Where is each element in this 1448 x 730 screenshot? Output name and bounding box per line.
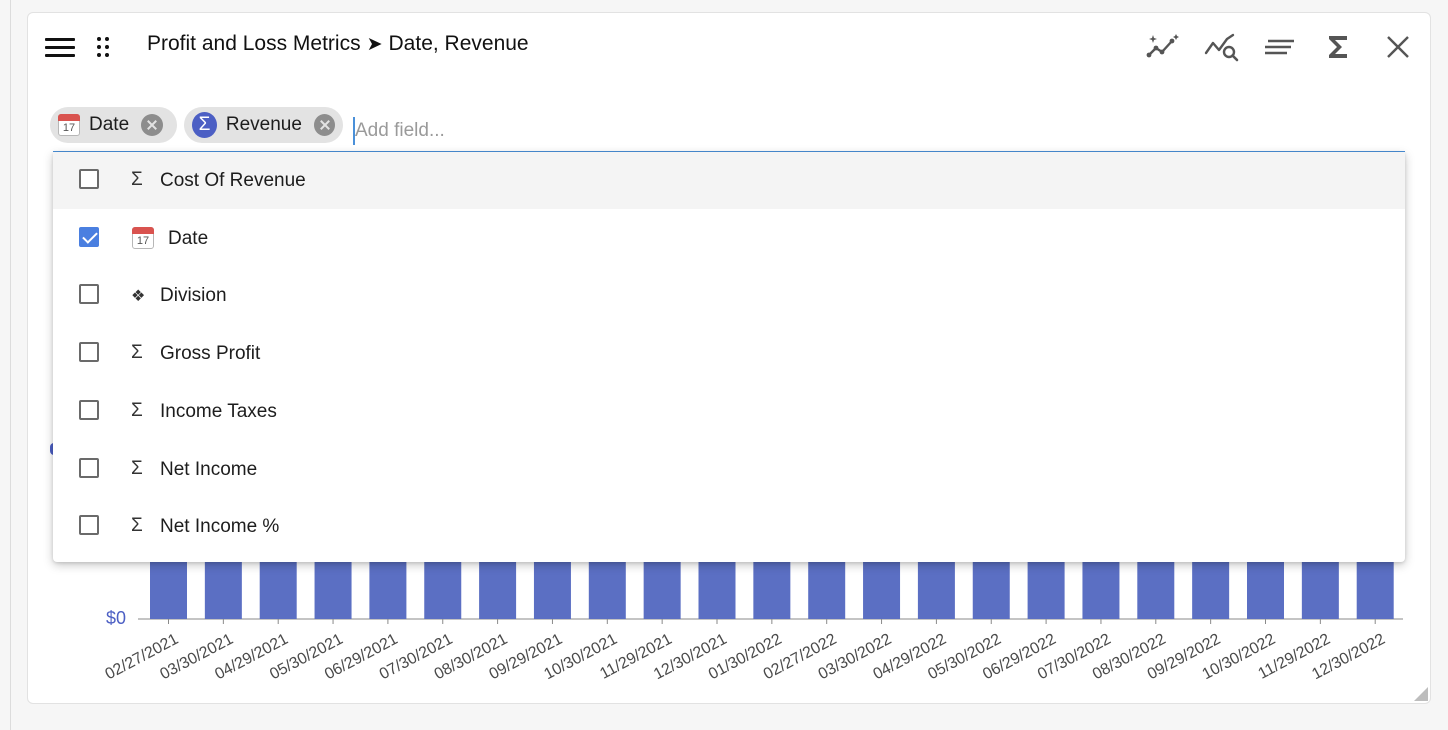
sigma-icon: Σ xyxy=(131,458,143,479)
diamond-icon: ❖ xyxy=(131,288,146,305)
remove-chip-icon[interactable] xyxy=(141,114,164,136)
title-fields: Date, Revenue xyxy=(388,32,529,55)
option-label: Date xyxy=(168,228,209,249)
option-checkbox[interactable] xyxy=(79,284,99,304)
dropdown-option[interactable]: Σ Net Income xyxy=(53,441,1405,498)
chip-revenue[interactable]: Σ Revenue xyxy=(184,107,343,143)
menu-icon[interactable] xyxy=(45,38,75,58)
option-label: Net Income % xyxy=(160,516,280,537)
dropdown-option[interactable]: Σ Cost Of Revenue xyxy=(53,152,1405,209)
text-lines-icon[interactable] xyxy=(1260,31,1300,63)
sigma-icon[interactable] xyxy=(1318,31,1358,63)
dropdown-option[interactable]: ❖ Division xyxy=(53,267,1405,324)
sparkle-trend-icon[interactable] xyxy=(1143,31,1183,63)
drag-handle-icon[interactable] xyxy=(97,37,111,59)
sigma-icon: Σ xyxy=(131,169,143,190)
chip-date[interactable]: 17 Date xyxy=(50,107,177,143)
option-label: Net Income xyxy=(160,459,258,480)
option-checkbox[interactable] xyxy=(79,515,99,535)
remove-chip-icon[interactable] xyxy=(313,114,335,136)
option-label: Division xyxy=(160,285,227,306)
option-label: Gross Profit xyxy=(160,343,261,364)
option-checkbox[interactable] xyxy=(79,342,99,362)
option-label: Income Taxes xyxy=(160,401,277,422)
option-label: Cost Of Revenue xyxy=(160,170,306,191)
dropdown-option[interactable]: 17 Date xyxy=(53,210,1405,267)
dropdown-option[interactable]: Σ Income Taxes xyxy=(53,383,1405,440)
page-left-rule xyxy=(10,0,11,730)
sigma-icon: Σ xyxy=(131,400,143,421)
panel-title: Profit and Loss Metrics ➤ Date, Revenue xyxy=(147,32,529,56)
calendar-icon: 17 xyxy=(58,114,80,136)
y-tick-label: $0 xyxy=(106,608,127,628)
sigma-icon: Σ xyxy=(131,342,143,363)
option-checkbox[interactable] xyxy=(79,227,99,247)
title-source: Profit and Loss Metrics xyxy=(147,32,361,55)
add-field-input[interactable] xyxy=(353,117,757,145)
option-checkbox[interactable] xyxy=(79,400,99,420)
resize-handle[interactable] xyxy=(1414,687,1428,701)
title-arrow: ➤ xyxy=(366,34,383,55)
y-axis-label-hint xyxy=(50,443,57,455)
chip-label: Revenue xyxy=(225,114,302,135)
chip-label: Date xyxy=(89,114,130,135)
trend-search-icon[interactable] xyxy=(1202,31,1242,63)
dropdown-option[interactable]: Σ Net Income % xyxy=(53,498,1405,555)
calendar-icon: 17 xyxy=(132,227,154,249)
option-checkbox[interactable] xyxy=(79,169,99,189)
sigma-icon: Σ xyxy=(192,112,217,138)
option-checkbox[interactable] xyxy=(79,458,99,478)
sigma-icon: Σ xyxy=(131,515,143,536)
dropdown-option[interactable]: Σ Gross Profit xyxy=(53,325,1405,382)
close-icon[interactable] xyxy=(1378,31,1418,63)
field-input-underline xyxy=(53,151,1405,152)
field-dropdown: Σ Cost Of Revenue 17 Date ❖ Division Σ Gross Pr… xyxy=(53,152,1405,562)
